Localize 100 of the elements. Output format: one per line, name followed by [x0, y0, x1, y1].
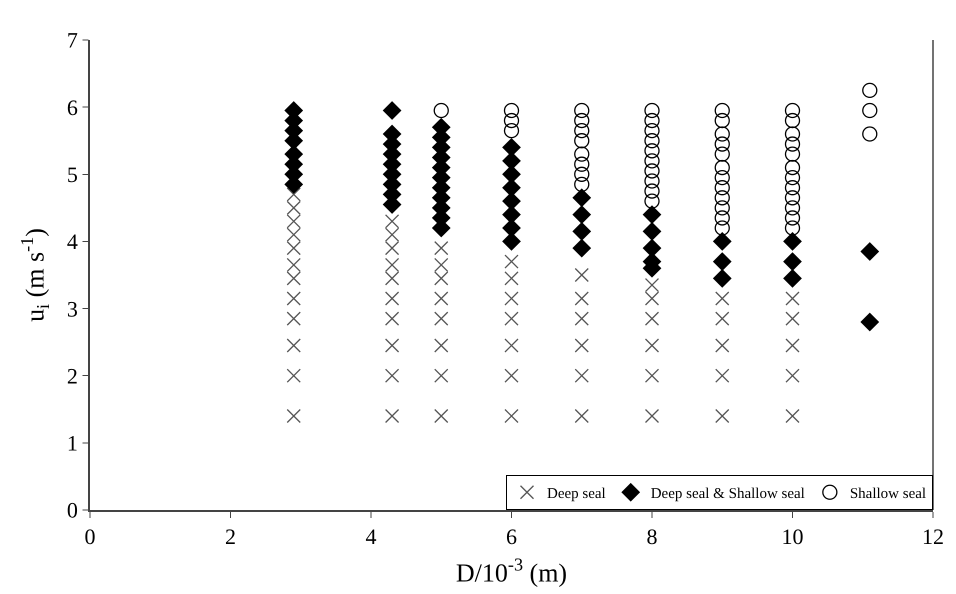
point [434, 291, 448, 306]
point [286, 258, 301, 272]
point [784, 126, 800, 142]
x-tick-label: 4 [366, 524, 376, 550]
point [434, 408, 448, 424]
point [286, 368, 301, 383]
y-tick-label: 3 [66, 296, 78, 322]
point [714, 190, 730, 206]
point [714, 170, 730, 186]
point [574, 408, 589, 424]
point [784, 160, 800, 176]
point [286, 271, 301, 286]
point [286, 214, 301, 228]
point [644, 153, 660, 169]
point [784, 146, 800, 162]
point [715, 291, 730, 306]
point [715, 311, 730, 326]
point [784, 200, 800, 216]
point [504, 368, 519, 383]
x-tick-label: 0 [84, 524, 96, 550]
legend-label: Shallow seal [850, 486, 926, 502]
point [384, 368, 400, 383]
point [644, 112, 660, 128]
point [714, 126, 730, 142]
y-tick-label: 2 [66, 363, 78, 388]
point [784, 220, 800, 236]
point [574, 368, 589, 383]
point [572, 222, 591, 240]
point [862, 82, 878, 98]
point [574, 291, 589, 306]
point [644, 183, 660, 199]
point [862, 126, 878, 142]
point [504, 338, 519, 353]
point [783, 269, 802, 288]
point [644, 278, 660, 292]
point [713, 269, 732, 288]
point [574, 311, 589, 326]
point [384, 291, 400, 306]
point [644, 122, 660, 138]
point [504, 122, 520, 138]
point [642, 205, 662, 224]
point [715, 368, 730, 383]
point [714, 180, 730, 196]
point [574, 146, 590, 162]
point [644, 193, 660, 209]
point [644, 102, 660, 118]
point [382, 101, 402, 120]
point [504, 408, 519, 424]
point [434, 338, 448, 353]
x-tick-label: 2 [225, 524, 236, 550]
point [434, 368, 448, 383]
y-tick-label: 4 [66, 229, 78, 254]
point [384, 338, 400, 353]
point [572, 239, 591, 258]
legend-label: Deep seal & Shallow seal [650, 486, 805, 502]
point [784, 180, 800, 196]
legend-label: Deep seal [547, 486, 606, 502]
x-tick-label: 6 [506, 524, 517, 550]
point [784, 102, 800, 118]
point [713, 232, 732, 251]
point [644, 163, 660, 179]
point [286, 291, 301, 306]
point [574, 122, 590, 138]
x-tick-label: 10 [782, 524, 804, 550]
point [714, 160, 730, 176]
x-tick-label: 12 [922, 524, 944, 550]
x-tick-label: 8 [646, 524, 658, 550]
point [504, 271, 519, 286]
point [434, 240, 448, 256]
point [572, 205, 591, 224]
point [286, 240, 301, 256]
point [714, 210, 730, 226]
point [434, 102, 449, 118]
point [504, 112, 520, 128]
point [574, 268, 589, 282]
point [574, 176, 590, 192]
x-axis-title: D/10$^{-3}$ (m) [456, 554, 568, 588]
point [783, 232, 802, 251]
point [785, 311, 800, 326]
point [434, 271, 448, 286]
point [384, 258, 400, 272]
point [504, 254, 519, 269]
point [384, 228, 400, 242]
point [644, 311, 660, 326]
point [384, 240, 400, 256]
point [715, 338, 730, 353]
point [504, 311, 519, 326]
point [784, 170, 800, 186]
point [785, 408, 800, 424]
point [644, 291, 660, 306]
point [504, 291, 519, 306]
point [384, 214, 400, 228]
point [644, 133, 660, 148]
y-tick-label: 7 [66, 28, 78, 53]
point [434, 311, 448, 326]
point [574, 102, 590, 118]
point [286, 228, 301, 242]
point [784, 190, 800, 206]
y-tick-label: 0 [66, 498, 78, 523]
point [572, 188, 591, 207]
